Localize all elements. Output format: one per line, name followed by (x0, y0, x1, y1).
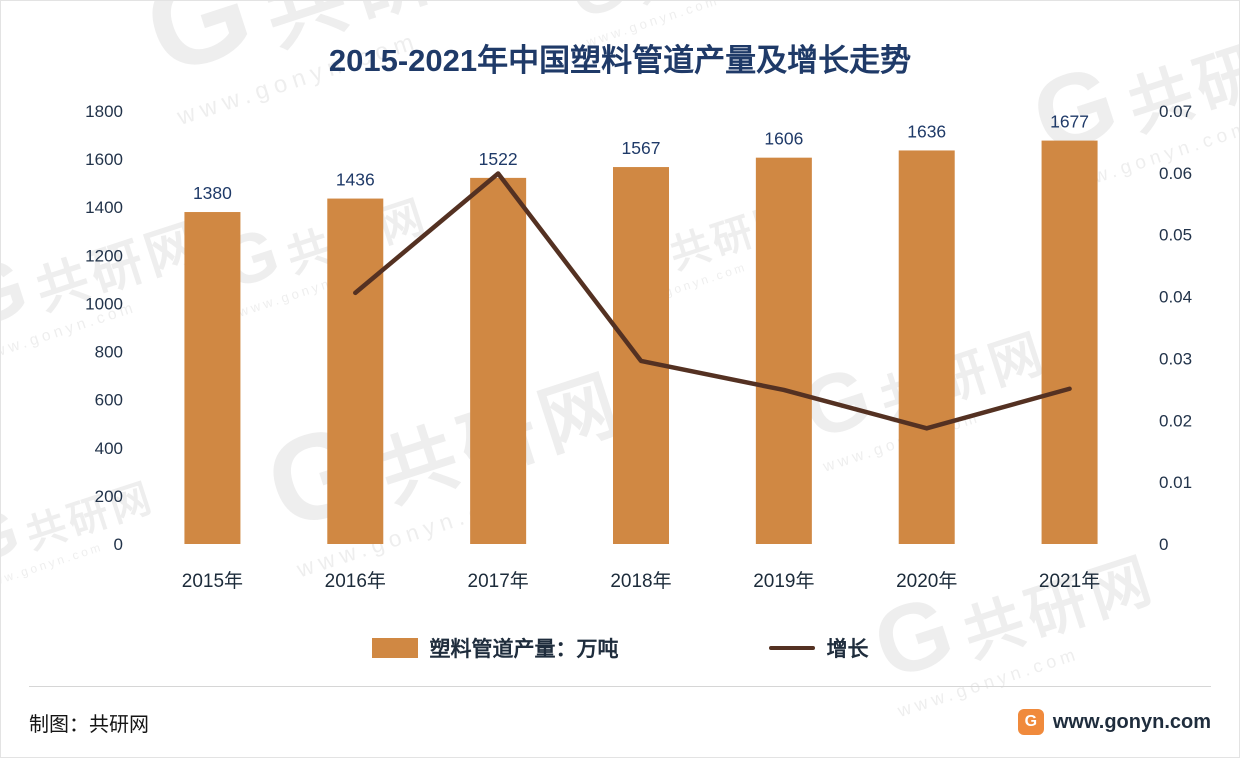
x-axis-label: 2020年 (896, 570, 957, 592)
bar-2016年 (327, 198, 384, 544)
bar-value-label: 1606 (764, 129, 803, 149)
production-growth-combo-chart: 0 200 400 600 800 1000 1200 1400 1600 1800 0 0.01 0.… (85, 102, 1192, 592)
footer-site-url: www.gonyn.com (1052, 710, 1211, 733)
x-axis-label: 2017年 (468, 570, 529, 592)
bar-2021年 (1041, 140, 1098, 545)
x-axis-label: 2021年 (1039, 570, 1100, 592)
footer-credit: 制图：共研网 (29, 713, 149, 736)
left-axis-tick: 1400 (85, 198, 123, 217)
chart-legend: 塑料管道产量：万吨 增长 (1, 625, 1239, 671)
right-axis-tick: 0.02 (1159, 411, 1192, 430)
x-axis-label: 2015年 (182, 570, 243, 592)
bar-value-label: 1636 (907, 121, 946, 141)
bar-series-swatch (371, 638, 418, 658)
legend-item-growth: 增长 (768, 633, 869, 663)
left-axis-tick: 1800 (85, 102, 123, 121)
left-axis-tick: 600 (95, 391, 123, 410)
right-axis-tick: 0.06 (1159, 164, 1192, 183)
x-axis-label: 2018年 (610, 570, 671, 592)
bar-value-label: 1380 (193, 183, 232, 203)
right-axis-tick: 0.04 (1159, 288, 1192, 307)
left-axis-tick: 1200 (85, 246, 123, 265)
footer: 制图：共研网 G www.gonyn.com (29, 686, 1211, 757)
bar-value-label: 1567 (622, 138, 661, 158)
line-series-swatch (768, 646, 815, 650)
x-axis-label: 2016年 (325, 570, 386, 592)
legend-label-growth: 增长 (826, 638, 869, 661)
right-axis-tick: 0.03 (1159, 349, 1192, 368)
gonyn-logo-letter: G (1024, 713, 1038, 730)
bar-value-label: 1522 (479, 149, 518, 169)
bar-2018年 (613, 167, 669, 544)
bar-2017年 (470, 177, 527, 544)
right-axis-tick: 0 (1159, 535, 1168, 554)
footer-site-group: G www.gonyn.com (1017, 709, 1211, 735)
bar-2015年 (184, 212, 241, 545)
growth-line (353, 171, 1072, 431)
gonyn-logo-icon: G (1017, 709, 1044, 735)
legend-label-production: 塑料管道产量：万吨 (429, 638, 619, 661)
left-axis-tick: 0 (114, 535, 123, 554)
left-axis-tick: 200 (95, 487, 123, 506)
x-axis-label: 2019年 (753, 570, 814, 592)
left-axis-tick: 800 (95, 343, 123, 362)
legend-item-production: 塑料管道产量：万吨 (371, 633, 619, 663)
bar-value-label: 1677 (1050, 112, 1089, 132)
bar-value-label: 1436 (336, 170, 375, 190)
left-axis-tick: 1600 (85, 150, 123, 169)
right-axis-tick: 0.05 (1159, 226, 1192, 245)
left-axis-tick: 400 (95, 439, 123, 458)
right-axis-tick: 0.07 (1159, 102, 1192, 121)
right-axis-tick: 0.01 (1159, 473, 1192, 492)
bar-2020年 (898, 150, 955, 544)
bar-2019年 (755, 157, 812, 544)
chart-title: 2015-2021年中国塑料管道产量及增长走势 (328, 43, 912, 78)
left-axis-tick: 1000 (85, 294, 123, 313)
